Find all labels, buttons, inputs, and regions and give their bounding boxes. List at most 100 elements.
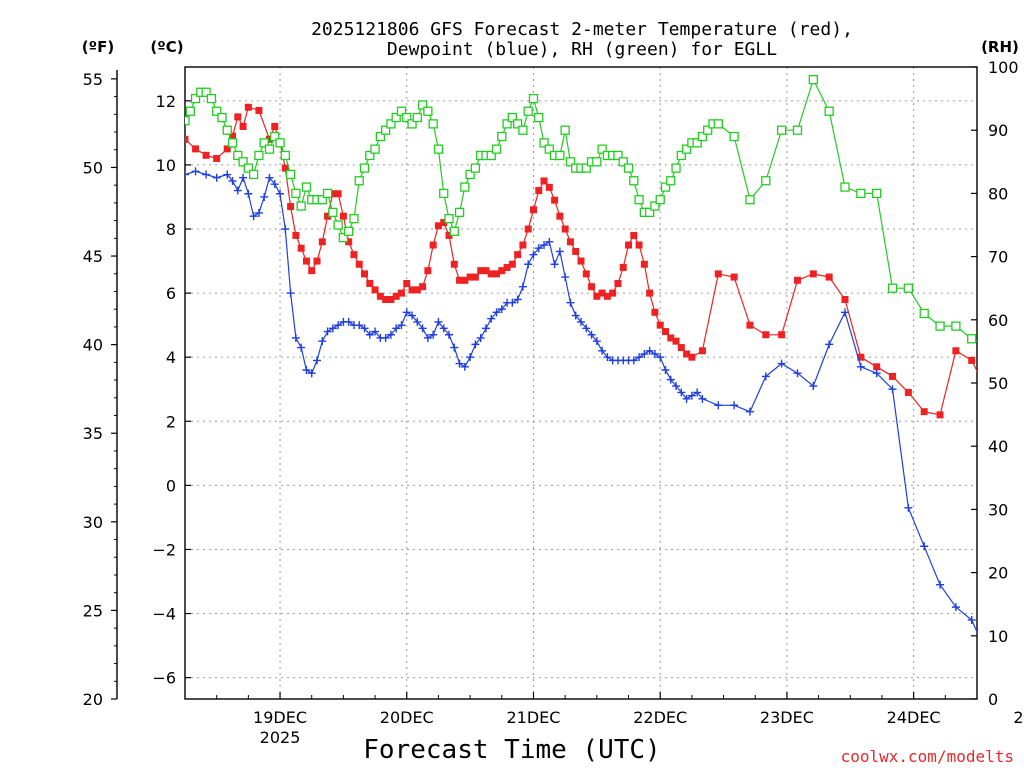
data-point: [229, 132, 237, 140]
data-point: [609, 289, 617, 297]
data-point: [471, 273, 479, 281]
data-point: [671, 163, 681, 173]
data-point: [577, 257, 585, 265]
data-point: [244, 189, 253, 198]
data-point: [713, 119, 723, 129]
data-point: [550, 260, 559, 269]
data-point: [625, 241, 633, 249]
data-point: [287, 203, 295, 211]
data-point: [666, 375, 675, 384]
data-point: [951, 603, 960, 612]
data-point: [919, 308, 929, 319]
data-point: [243, 163, 254, 173]
data-point: [212, 106, 222, 116]
data-point: [456, 276, 464, 284]
data-point: [566, 298, 575, 307]
data-point: [423, 106, 433, 116]
data-point: [285, 169, 296, 180]
data-point: [577, 317, 585, 326]
data-point: [745, 195, 755, 205]
data-point: [614, 279, 622, 287]
data-point: [989, 392, 996, 399]
data-point: [514, 251, 522, 259]
data-point: [386, 330, 395, 339]
data-point: [313, 257, 321, 265]
data-point: [809, 270, 817, 278]
series-line: [185, 170, 977, 634]
data-point: [808, 74, 818, 85]
data-point: [498, 267, 506, 275]
data-point: [344, 317, 353, 326]
data-point: [375, 131, 386, 142]
data-point: [191, 167, 200, 176]
data-point: [213, 155, 221, 163]
data-point: [761, 372, 770, 381]
data-point: [809, 382, 818, 391]
fahrenheit-unit-label: (ºF): [82, 38, 114, 56]
data-point: [534, 244, 543, 253]
data-point: [555, 150, 565, 161]
data-point: [338, 232, 349, 243]
celsius-tick-label: 2: [166, 412, 176, 431]
data-point: [497, 131, 507, 142]
data-point: [361, 270, 369, 278]
data-point: [672, 337, 680, 345]
data-point: [265, 173, 274, 182]
data-point: [392, 292, 400, 300]
data-point: [275, 138, 285, 148]
data-point: [661, 366, 670, 375]
data-point: [566, 238, 574, 246]
data-point: [508, 298, 517, 307]
data-point: [234, 113, 242, 121]
data-point: [556, 212, 564, 220]
data-point: [324, 212, 332, 220]
data-point: [572, 247, 580, 255]
plot-frame: [184, 66, 978, 700]
data-point: [518, 282, 527, 291]
data-point: [344, 226, 354, 236]
data-point: [693, 388, 702, 397]
data-point: [502, 119, 512, 129]
fahrenheit-tick-label: 35: [83, 424, 103, 443]
data-point: [666, 176, 676, 186]
data-point: [397, 321, 406, 330]
data-point: [555, 247, 564, 256]
data-point: [519, 241, 527, 249]
data-point: [492, 308, 501, 317]
data-point: [466, 273, 474, 281]
data-point: [529, 206, 537, 214]
data-point: [792, 125, 803, 135]
data-point: [296, 201, 306, 211]
data-point: [350, 251, 358, 259]
series-relative-humidity: [185, 74, 977, 344]
data-point: [730, 273, 738, 281]
data-point: [255, 106, 263, 114]
data-point: [873, 363, 881, 371]
data-point: [476, 333, 485, 342]
data-point: [239, 122, 247, 130]
data-point: [888, 385, 897, 394]
data-point: [318, 238, 326, 246]
time-tick-label: 20DEC: [380, 708, 434, 727]
data-point: [487, 314, 496, 323]
data-point: [730, 401, 739, 410]
data-point: [491, 144, 502, 154]
data-point: [387, 296, 395, 304]
data-point: [672, 382, 681, 391]
data-point: [455, 359, 464, 368]
fahrenheit-tick-label: 40: [83, 336, 103, 355]
data-point: [677, 388, 686, 397]
data-point: [598, 346, 607, 355]
data-point: [366, 279, 374, 287]
data-point: [355, 260, 363, 268]
data-point: [682, 394, 691, 403]
data-point: [233, 186, 242, 195]
data-point: [365, 150, 375, 161]
celsius-tick-label: 6: [166, 284, 176, 303]
data-point: [841, 296, 849, 304]
data-point: [281, 164, 289, 172]
series-layer: [185, 74, 996, 634]
celsius-unit-label: (ºC): [150, 38, 183, 56]
chart-title-line-1: 2025121806 GFS Forecast 2-meter Temperat…: [311, 19, 853, 40]
